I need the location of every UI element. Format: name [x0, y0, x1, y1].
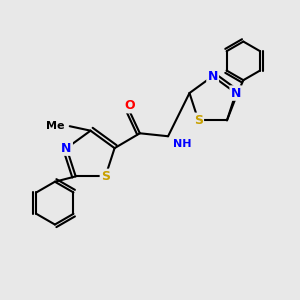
Text: S: S	[101, 170, 110, 183]
Text: S: S	[194, 114, 203, 127]
Text: Me: Me	[46, 121, 64, 131]
Text: N: N	[208, 70, 218, 83]
Text: N: N	[231, 87, 241, 100]
Text: O: O	[124, 99, 135, 112]
Text: N: N	[61, 142, 72, 154]
Text: NH: NH	[172, 139, 191, 149]
